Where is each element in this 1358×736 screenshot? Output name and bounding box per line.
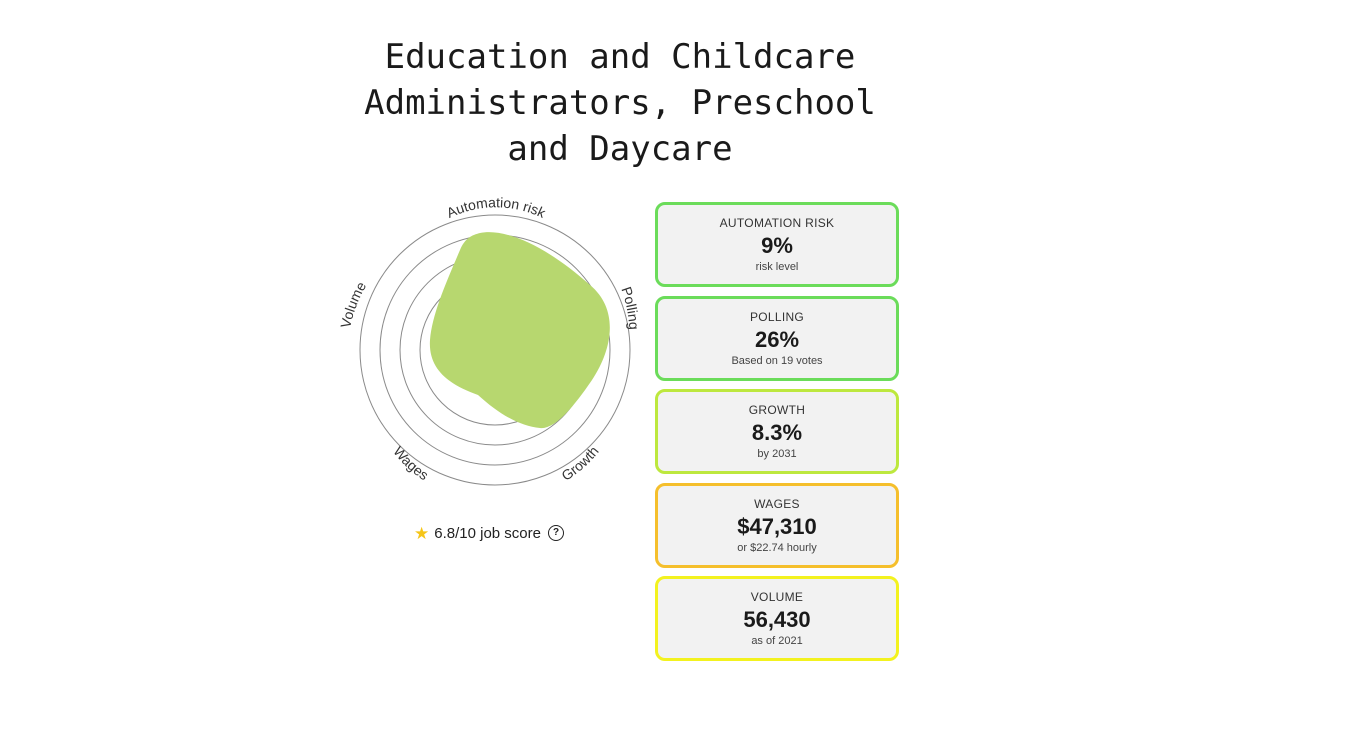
card-label: VOLUME bbox=[750, 590, 804, 604]
title-line-1: Education and Childcare bbox=[384, 37, 856, 77]
card-value: $47,310 bbox=[737, 513, 817, 539]
card-subtext: or $22.74 hourly bbox=[737, 541, 817, 554]
radar-chart: Automation risk Polling Growth Wages Vol… bbox=[330, 190, 660, 500]
axis-label-growth: Growth bbox=[559, 443, 602, 484]
stats-cards: AUTOMATION RISK 9% risk level POLLING 26… bbox=[655, 202, 899, 670]
card-subtext: risk level bbox=[755, 261, 799, 273]
question-circle-icon[interactable]: ? bbox=[548, 525, 564, 541]
card-subtext: as of 2021 bbox=[751, 635, 803, 647]
card-automation-risk: AUTOMATION RISK 9% risk level bbox=[655, 202, 899, 287]
axis-label-automation-risk: Automation risk bbox=[444, 194, 549, 221]
card-label: GROWTH bbox=[748, 403, 806, 417]
axis-label-wages: Wages bbox=[390, 443, 431, 483]
card-polling: POLLING 26% Based on 19 votes bbox=[655, 295, 899, 381]
radar-ring-1 bbox=[359, 214, 631, 486]
job-score-text: 6.8/10 job score bbox=[434, 524, 541, 542]
radar-svg: Automation risk Polling Growth Wages Vol… bbox=[337, 194, 642, 486]
job-score: ★ 6.8/10 job score ? bbox=[414, 522, 584, 544]
title-line-3: and Daycare bbox=[507, 129, 733, 169]
card-value: 8.3% bbox=[751, 420, 803, 445]
card-value: 9% bbox=[761, 233, 793, 258]
card-label: WAGES bbox=[754, 496, 800, 511]
card-growth: GROWTH 8.3% by 2031 bbox=[655, 389, 899, 474]
radar-shape bbox=[429, 232, 610, 429]
card-value: 26% bbox=[754, 326, 800, 352]
card-subtext: by 2031 bbox=[757, 448, 797, 460]
card-subtext: Based on 19 votes bbox=[731, 354, 823, 367]
axis-label-volume: Volume bbox=[337, 279, 369, 330]
card-volume: VOLUME 56,430 as of 2021 bbox=[655, 576, 899, 661]
page-title: Education and Childcare Administrators, … bbox=[320, 34, 920, 172]
card-value: 56,430 bbox=[743, 607, 811, 632]
card-label: POLLING bbox=[749, 309, 805, 324]
title-line-2: Administrators, Preschool bbox=[364, 83, 876, 123]
axis-label-polling: Polling bbox=[618, 285, 642, 330]
card-wages: WAGES $47,310 or $22.74 hourly bbox=[655, 482, 899, 568]
star-icon: ★ bbox=[414, 523, 430, 543]
card-label: AUTOMATION RISK bbox=[719, 216, 835, 230]
